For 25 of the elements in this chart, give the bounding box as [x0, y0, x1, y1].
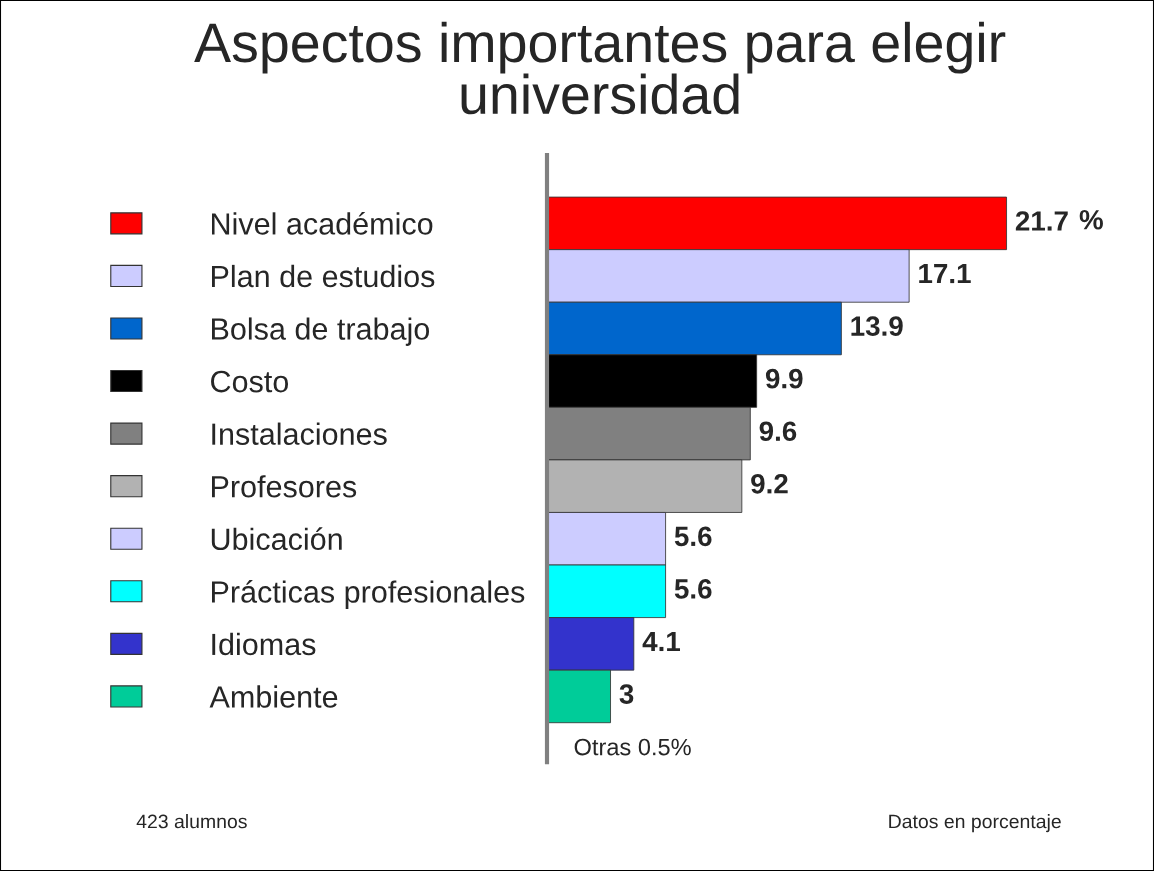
y-tick-label: Ambiente [209, 685, 338, 708]
y-tick-label: Profesores [212, 475, 357, 498]
y-tick-label: Prácticas profesionales [212, 580, 525, 609]
y-tick-label: Bolsa de trabajo [212, 317, 430, 346]
text: % [1079, 209, 1103, 230]
chart-title: Aspectos importantes para elegir universidad [194, 21, 1006, 115]
data-label: 5.6 [674, 579, 712, 599]
text: 423 alumnos [136, 814, 247, 829]
data-label: 21.7 [1015, 211, 1068, 231]
annotation: Otras 0.5% [574, 738, 691, 756]
y-tick-label: Ubicación [211, 527, 342, 551]
y-tick-label: Plan de estudios [212, 264, 435, 288]
data-label: 17.1 [919, 264, 971, 284]
text: Datos en porcentaje [889, 814, 1061, 833]
y-tick-label: Instalaciones [212, 422, 387, 445]
data-label: 3 [619, 684, 634, 704]
data-label: 4.1 [642, 631, 680, 652]
data-label: 9.2 [751, 473, 788, 494]
y-tick-label: Nivel académico [212, 211, 433, 235]
y-tick-label: Costo [211, 370, 289, 393]
data-label: 13.9 [851, 316, 903, 336]
data-label: 9.6 [759, 421, 797, 442]
data-label: 5.6 [674, 526, 712, 547]
y-tick-label: Idiomas [212, 632, 316, 656]
data-label: 9.9 [765, 368, 803, 389]
